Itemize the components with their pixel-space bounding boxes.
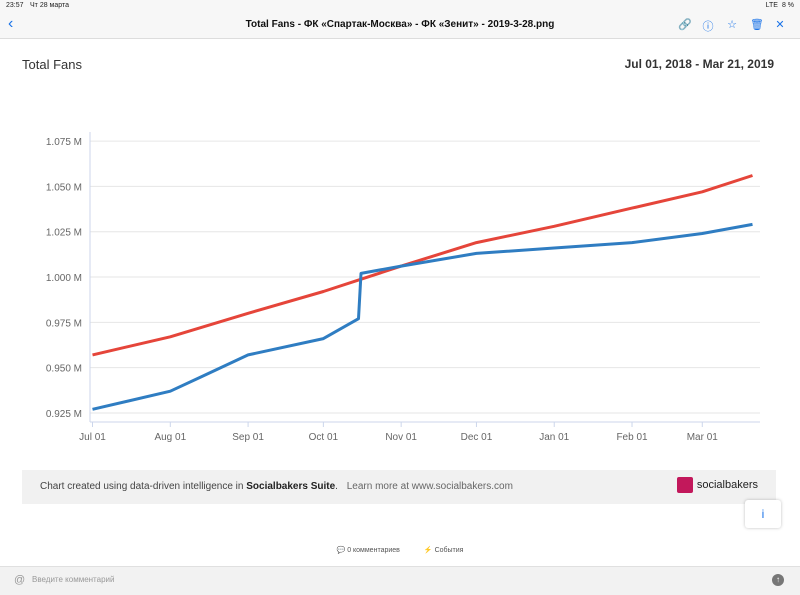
info-button[interactable]: i (745, 500, 781, 528)
actions-bar: 💬 0 комментариев ⚡ События (0, 546, 800, 560)
close-icon[interactable]: ✕ (775, 19, 785, 31)
toolbar: 🔗 ⓘ ☆ 🗑 ✕ (678, 18, 786, 34)
network-label: LTE (765, 2, 778, 9)
comments-link[interactable]: 💬 0 комментариев (336, 547, 400, 554)
comments-label: 0 комментариев (347, 547, 400, 554)
x-tick-label: Feb 01 (616, 432, 648, 443)
status-right: LTE 8 % (766, 2, 794, 9)
status-date: Чт 28 марта (30, 2, 70, 9)
x-tick-label: Nov 01 (385, 432, 417, 443)
y-tick-label: 1.075 M (46, 137, 82, 148)
events-link[interactable]: ⚡ События (423, 547, 464, 554)
send-icon[interactable]: ↑ (772, 574, 784, 586)
date-range: Jul 01, 2018 - Mar 21, 2019 (624, 57, 774, 71)
series-line-1 (92, 174, 753, 357)
page-title: Total Fans - ФК «Спартак-Москва» - ФК «З… (245, 19, 555, 30)
events-label: События (434, 547, 464, 554)
y-tick-label: 0.925 M (46, 409, 82, 420)
credit-brand: Socialbakers Suite (246, 481, 336, 492)
chart-title: Total Fans (22, 57, 82, 72)
x-tick-label: Aug 01 (154, 432, 186, 443)
credit-bar: Chart created using data-driven intellig… (22, 470, 776, 504)
x-tick-label: Sep 01 (232, 432, 264, 443)
learn-more-link[interactable]: Learn more at www.socialbakers.com (346, 481, 513, 492)
credit-text-post: . (335, 481, 338, 492)
credit-text: Chart created using data-driven intellig… (40, 481, 513, 492)
status-time: 23:57 (6, 2, 24, 9)
y-tick-label: 1.050 M (46, 182, 82, 193)
star-icon[interactable]: ☆ (727, 19, 737, 31)
x-tick-label: Jan 01 (539, 432, 569, 443)
x-tick-label: Jul 01 (79, 432, 106, 443)
back-button[interactable]: ‹ (8, 15, 14, 32)
y-tick-label: 1.025 M (46, 228, 82, 239)
y-tick-label: 1.000 M (46, 273, 82, 284)
series-line-2 (92, 222, 753, 411)
line-chart: 0.925 M 0.950 M 0.975 M 1.000 M 1.025 M 1.050… (46, 132, 760, 443)
y-tick-label: 0.950 M (46, 364, 82, 375)
socialbakers-logo-icon (676, 477, 693, 493)
battery-label: 8 % (781, 2, 794, 9)
socialbakers-logo: socialbakers (676, 477, 758, 493)
link-icon[interactable]: 🔗 (678, 19, 692, 31)
comment-bar: @ Введите комментарий ↑ (0, 566, 800, 595)
status-bar: 23:57 Чт 28 марта LTE 8 % (0, 0, 800, 12)
x-tick-label: Mar 01 (687, 432, 719, 443)
credit-text-pre: Chart created using data-driven intellig… (40, 481, 247, 492)
x-tick-label: Dec 01 (461, 432, 493, 443)
socialbakers-logo-text: socialbakers (696, 479, 758, 491)
comment-input[interactable]: Введите комментарий (32, 575, 115, 584)
info-icon[interactable]: ⓘ (702, 21, 714, 33)
x-tick-label: Oct 01 (309, 432, 339, 443)
trash-icon[interactable]: 🗑 (750, 19, 764, 31)
y-tick-label: 0.975 M (46, 318, 82, 329)
mention-icon[interactable]: @ (14, 574, 26, 586)
nav-bar: ‹ Total Fans - ФК «Спартак-Москва» - ФК … (0, 12, 800, 39)
